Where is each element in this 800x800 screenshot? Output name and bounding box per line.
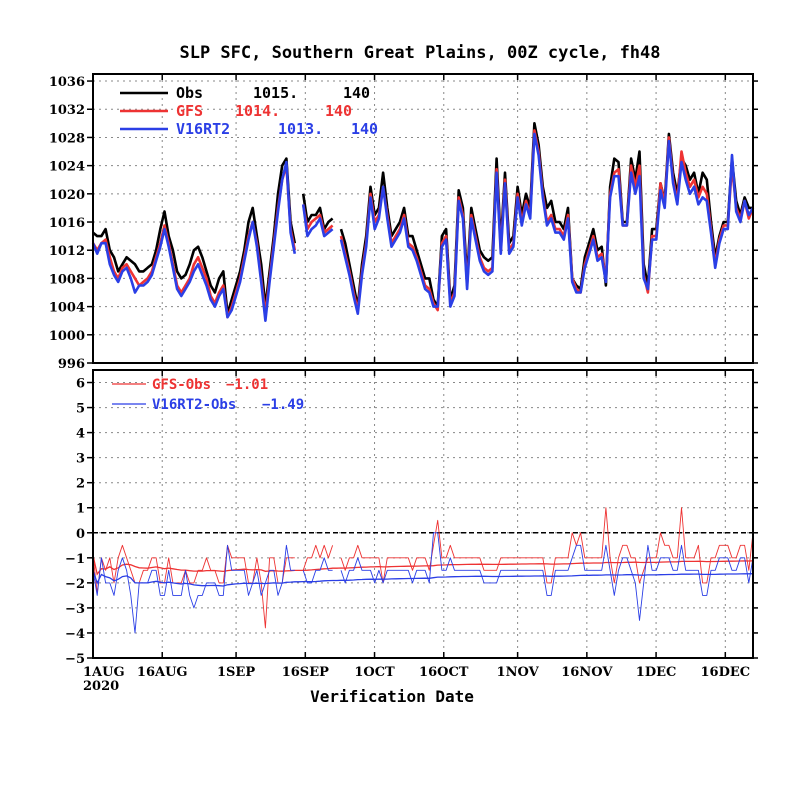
x-tick-label: 1NOV <box>497 665 540 680</box>
x-tick-label: 16NOV <box>561 665 613 680</box>
running-mean-gfs-obs <box>92 555 754 576</box>
x-tick-label: 1DEC <box>636 665 677 680</box>
slp-y-tick-label: 1004 <box>49 301 85 316</box>
legend-count-gfs: 140 <box>325 102 352 120</box>
slp-y-tick-label: 1012 <box>49 244 85 259</box>
legend-mean-v16rt2-obs: −1.49 <box>262 397 304 413</box>
slp-y-tick-label: 996 <box>58 357 85 372</box>
chart-title: SLP SFC, Southern Great Plains, 00Z cycl… <box>179 43 660 63</box>
legend-label-obs: Obs <box>176 84 203 102</box>
x-tick-label: 1SEP <box>217 665 255 680</box>
x-tick-label: 1OCT <box>354 665 395 680</box>
legend-count-obs: 140 <box>343 84 370 102</box>
x-tick-label: 16DEC <box>700 665 750 680</box>
bias-y-tick-label: 4 <box>76 427 85 442</box>
bias-y-tick-label: 2 <box>76 477 85 492</box>
slp-y-tick-label: 1008 <box>49 272 85 287</box>
bias-y-tick-label: −1 <box>65 552 85 567</box>
bias-line-gfs-obs <box>92 507 754 629</box>
slp-y-tick-label: 1028 <box>49 131 85 146</box>
legend-label-gfs-obs: GFS-Obs <box>152 377 211 393</box>
bias-line-v16rt2-obs <box>92 532 754 634</box>
bias-y-tick-label: −3 <box>65 602 85 617</box>
legend-mean-v16rt2: 1013. <box>278 120 323 138</box>
bias-y-tick-label: 0 <box>76 527 85 542</box>
legend-mean-obs: 1015. <box>253 84 298 102</box>
legend-label-v16rt2: V16RT2 <box>176 120 230 138</box>
legend-mean-gfs-obs: −1.01 <box>226 377 268 393</box>
bias-y-tick-label: −2 <box>65 577 85 592</box>
slp-y-tick-label: 1036 <box>49 75 85 90</box>
bias-y-tick-label: 6 <box>76 377 85 392</box>
slp-y-tick-label: 1024 <box>49 160 85 175</box>
series-line-gfs <box>91 129 755 319</box>
slp-y-tick-label: 1000 <box>49 329 85 344</box>
x-tick-label: 16SEP <box>282 665 329 680</box>
slp-panel-frame <box>92 73 754 364</box>
slp-y-tick-label: 1032 <box>49 103 85 118</box>
bias-panel: −5 −4 −3 −2 −1 0 1 2 3 4 5 6 GFS-Obs −1.01 V16RT2-Obs −… <box>65 369 758 667</box>
series-line-v16rt2 <box>91 132 755 322</box>
x-tick-label: 16OCT <box>419 665 469 680</box>
slp-y-tick-label: 1016 <box>49 216 85 231</box>
x-tick-label: 1AUG <box>83 665 125 680</box>
bias-y-tick-label: −4 <box>65 627 85 642</box>
x-tick-label: 16AUG <box>137 665 188 680</box>
legend-label-v16rt2-obs: V16RT2-Obs <box>152 397 236 413</box>
legend-mean-gfs: 1014. <box>235 102 280 120</box>
bias-y-tick-label: −5 <box>65 652 85 667</box>
bias-y-tick-label: 1 <box>76 502 85 517</box>
bias-y-tick-label: 5 <box>76 402 85 417</box>
bias-panel-frame <box>92 369 754 659</box>
x-axis-label: Verification Date <box>310 687 474 706</box>
legend-count-v16rt2: 140 <box>351 120 378 138</box>
slp-y-tick-label: 1020 <box>49 188 85 203</box>
bias-y-tick-label: 3 <box>76 452 85 467</box>
legend-label-gfs: GFS <box>176 102 203 120</box>
x-axis: 1AUG 16AUG 1SEP 16SEP 1OCT 16OCT 1NOV 16NOV 1DEC… <box>83 665 750 694</box>
slp-panel: 996 1000 1004 1008 1012 1016 1020 1024 1028 1032 1… <box>49 73 758 372</box>
running-mean-v16rt2-obs <box>92 570 754 587</box>
x-year-label: 2020 <box>83 679 119 694</box>
